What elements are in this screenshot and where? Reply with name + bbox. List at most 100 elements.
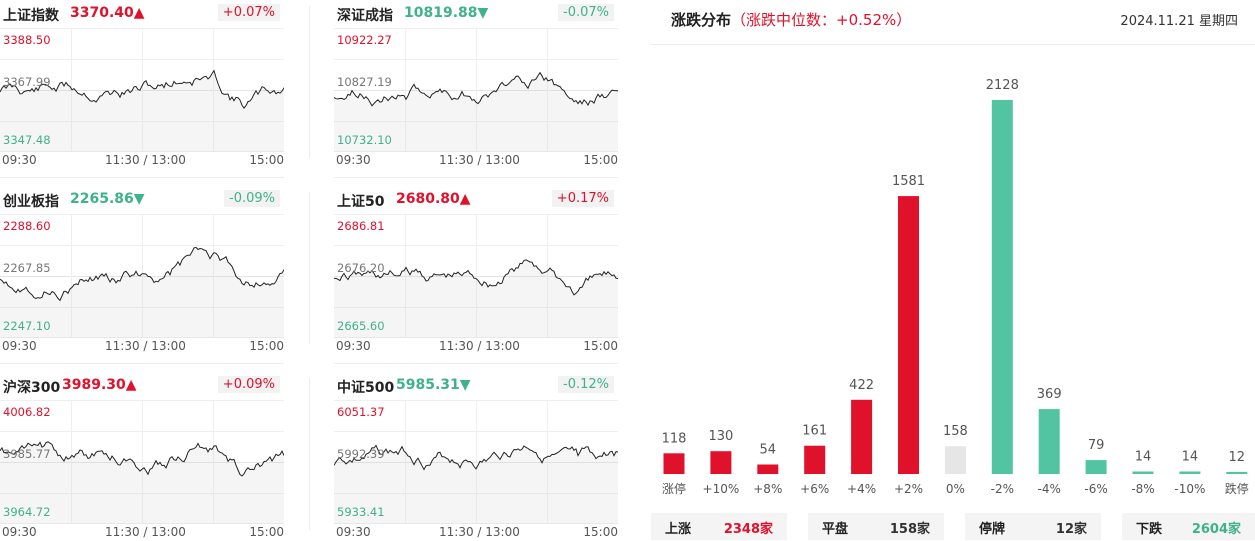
intraday-price-line xyxy=(0,246,284,302)
bar-3[interactable] xyxy=(804,445,826,474)
y-label-mid: 3985.77 xyxy=(3,447,51,461)
bar-category-label: -10% xyxy=(1174,482,1205,496)
index-intraday-chart: 3388.50 3367.99 3347.48 xyxy=(0,28,284,152)
time-axis-mid: 11:30 / 13:00 xyxy=(439,525,520,539)
bar-5[interactable] xyxy=(898,196,919,474)
bar-4[interactable] xyxy=(851,399,873,474)
card-csi500[interactable]: 中证500 5985.31▼ -0.12% 6051.37 5992.39 5933.41… xyxy=(334,372,618,541)
bar-7[interactable] xyxy=(991,100,1013,474)
index-value: 2265.86▼ xyxy=(70,191,145,207)
index-name: 创业板指 xyxy=(3,194,59,210)
bar-12[interactable] xyxy=(1226,471,1248,474)
index-direction-arrow-icon: ▼ xyxy=(459,377,471,393)
y-label-mid: 2676.20 xyxy=(337,261,385,275)
time-axis: 09:30 11:30 / 13:00 15:00 xyxy=(0,524,284,541)
index-header: 创业板指 2265.86▼ -0.09% xyxy=(0,186,284,214)
bar-value-label: 79 xyxy=(1088,438,1105,453)
intraday-price-line xyxy=(334,71,618,107)
index-change-badge: +0.09% xyxy=(217,376,280,393)
time-axis: 09:30 11:30 / 13:00 15:00 xyxy=(0,152,284,172)
time-axis-end: 15:00 xyxy=(249,525,284,539)
bar-category-label: -8% xyxy=(1131,482,1154,496)
card-szse[interactable]: 深证成指 10819.88▼ -0.07% 10922.27 10827.19 10732… xyxy=(334,0,618,185)
bar-10[interactable] xyxy=(1132,471,1154,475)
time-axis-end: 15:00 xyxy=(249,153,284,167)
time-axis-start: 09:30 xyxy=(336,339,371,353)
card-sse[interactable]: 上证指数 3370.40▲ +0.07% 3388.50 3367.99 3347.48 0… xyxy=(0,0,284,185)
time-axis-mid: 11:30 / 13:00 xyxy=(105,153,186,167)
index-intraday-chart: 2288.60 2267.85 2247.10 xyxy=(0,214,284,338)
y-label-mid: 10827.19 xyxy=(337,75,392,89)
card-chinext[interactable]: 创业板指 2265.86▼ -0.09% 2288.60 2267.85 2247.10 0… xyxy=(0,186,284,371)
y-label-low: 3964.72 xyxy=(3,505,51,519)
time-axis-start: 09:30 xyxy=(2,339,37,353)
bar-value-label: 158 xyxy=(943,424,968,439)
index-value-number: 2680.80 xyxy=(396,191,460,207)
y-label-mid: 3367.99 xyxy=(3,75,51,89)
summary-suspended: 停牌 12家 xyxy=(965,513,1101,540)
y-label-low: 5933.41 xyxy=(337,505,385,519)
index-header: 深证成指 10819.88▼ -0.07% xyxy=(334,0,618,28)
bar-category-label: -4% xyxy=(1038,482,1061,496)
distribution-divider xyxy=(651,44,1255,45)
index-change-badge: -0.09% xyxy=(224,190,280,207)
index-value: 3989.30▲ xyxy=(62,377,137,393)
card-csi300[interactable]: 沪深300 3989.30▲ +0.09% 4006.82 3985.77 3964.72… xyxy=(0,372,284,541)
intraday-price-line xyxy=(334,444,618,471)
index-change-badge: +0.07% xyxy=(217,4,280,21)
divider-vertical xyxy=(309,378,310,530)
bar-6[interactable] xyxy=(944,446,966,474)
bar-value-label: 1581 xyxy=(892,174,925,189)
y-label-mid: 5992.39 xyxy=(337,447,385,461)
index-intraday-chart: 6051.37 5992.39 5933.41 xyxy=(334,400,618,524)
bar-8[interactable] xyxy=(1038,409,1060,474)
index-value-number: 10819.88 xyxy=(404,5,478,21)
bar-value-label: 161 xyxy=(802,424,827,439)
bar-1[interactable] xyxy=(710,451,732,474)
bar-category-label: +4% xyxy=(847,482,876,496)
time-axis: 09:30 11:30 / 13:00 15:00 xyxy=(334,338,618,358)
bar-category-label: -2% xyxy=(991,482,1014,496)
summary-value: 12家 xyxy=(1055,522,1087,537)
card-sse50[interactable]: 上证50 2680.80▲ +0.17% 2686.81 2676.20 2665.60 0… xyxy=(334,186,618,371)
index-value: 2680.80▲ xyxy=(396,191,471,207)
index-value-number: 2265.86 xyxy=(70,191,134,207)
y-label-high: 2288.60 xyxy=(3,219,51,233)
summary-label: 停牌 xyxy=(979,522,1006,537)
bar-11[interactable] xyxy=(1179,471,1201,475)
y-label-high: 6051.37 xyxy=(337,405,385,419)
index-direction-arrow-icon: ▼ xyxy=(133,191,145,207)
time-axis-end: 15:00 xyxy=(583,339,618,353)
summary-label: 下跌 xyxy=(1136,522,1163,537)
index-name: 中证500 xyxy=(337,380,395,396)
index-header: 上证指数 3370.40▲ +0.07% xyxy=(0,0,284,28)
intraday-price-line xyxy=(334,259,618,296)
index-header: 沪深300 3989.30▲ +0.09% xyxy=(0,372,284,400)
bar-2[interactable] xyxy=(757,464,779,475)
divider-horizontal xyxy=(334,363,618,364)
index-header: 上证50 2680.80▲ +0.17% xyxy=(334,186,618,214)
distribution-date: 2024.11.21 星期四 xyxy=(1120,14,1238,29)
y-label-low: 10732.10 xyxy=(337,133,392,147)
time-axis-end: 15:00 xyxy=(249,339,284,353)
index-value-number: 5985.31 xyxy=(396,377,460,393)
bar-value-label: 369 xyxy=(1037,387,1062,402)
time-axis-mid: 11:30 / 13:00 xyxy=(439,153,520,167)
summary-flat: 平盘 158家 xyxy=(808,513,944,540)
distribution-median-text: （涨跌中位数：+0.52%） xyxy=(731,11,912,29)
index-intraday-chart: 10922.27 10827.19 10732.10 xyxy=(334,28,618,152)
index-direction-arrow-icon: ▲ xyxy=(459,191,471,207)
summary-value: 2604家 xyxy=(1191,522,1241,537)
time-axis: 09:30 11:30 / 13:00 15:00 xyxy=(334,152,618,172)
bar-9[interactable] xyxy=(1085,460,1107,474)
bar-category-label: +2% xyxy=(894,482,923,496)
y-label-mid: 2267.85 xyxy=(3,261,51,275)
index-direction-arrow-icon: ▼ xyxy=(477,5,489,21)
bar-category-label: -6% xyxy=(1084,482,1107,496)
y-label-low: 2665.60 xyxy=(337,319,385,333)
bar-0[interactable] xyxy=(663,453,685,474)
index-value: 3370.40▲ xyxy=(70,5,145,21)
index-name: 沪深300 xyxy=(3,380,61,396)
y-label-high: 10922.27 xyxy=(337,33,392,47)
time-axis: 09:30 11:30 / 13:00 15:00 xyxy=(334,524,618,541)
